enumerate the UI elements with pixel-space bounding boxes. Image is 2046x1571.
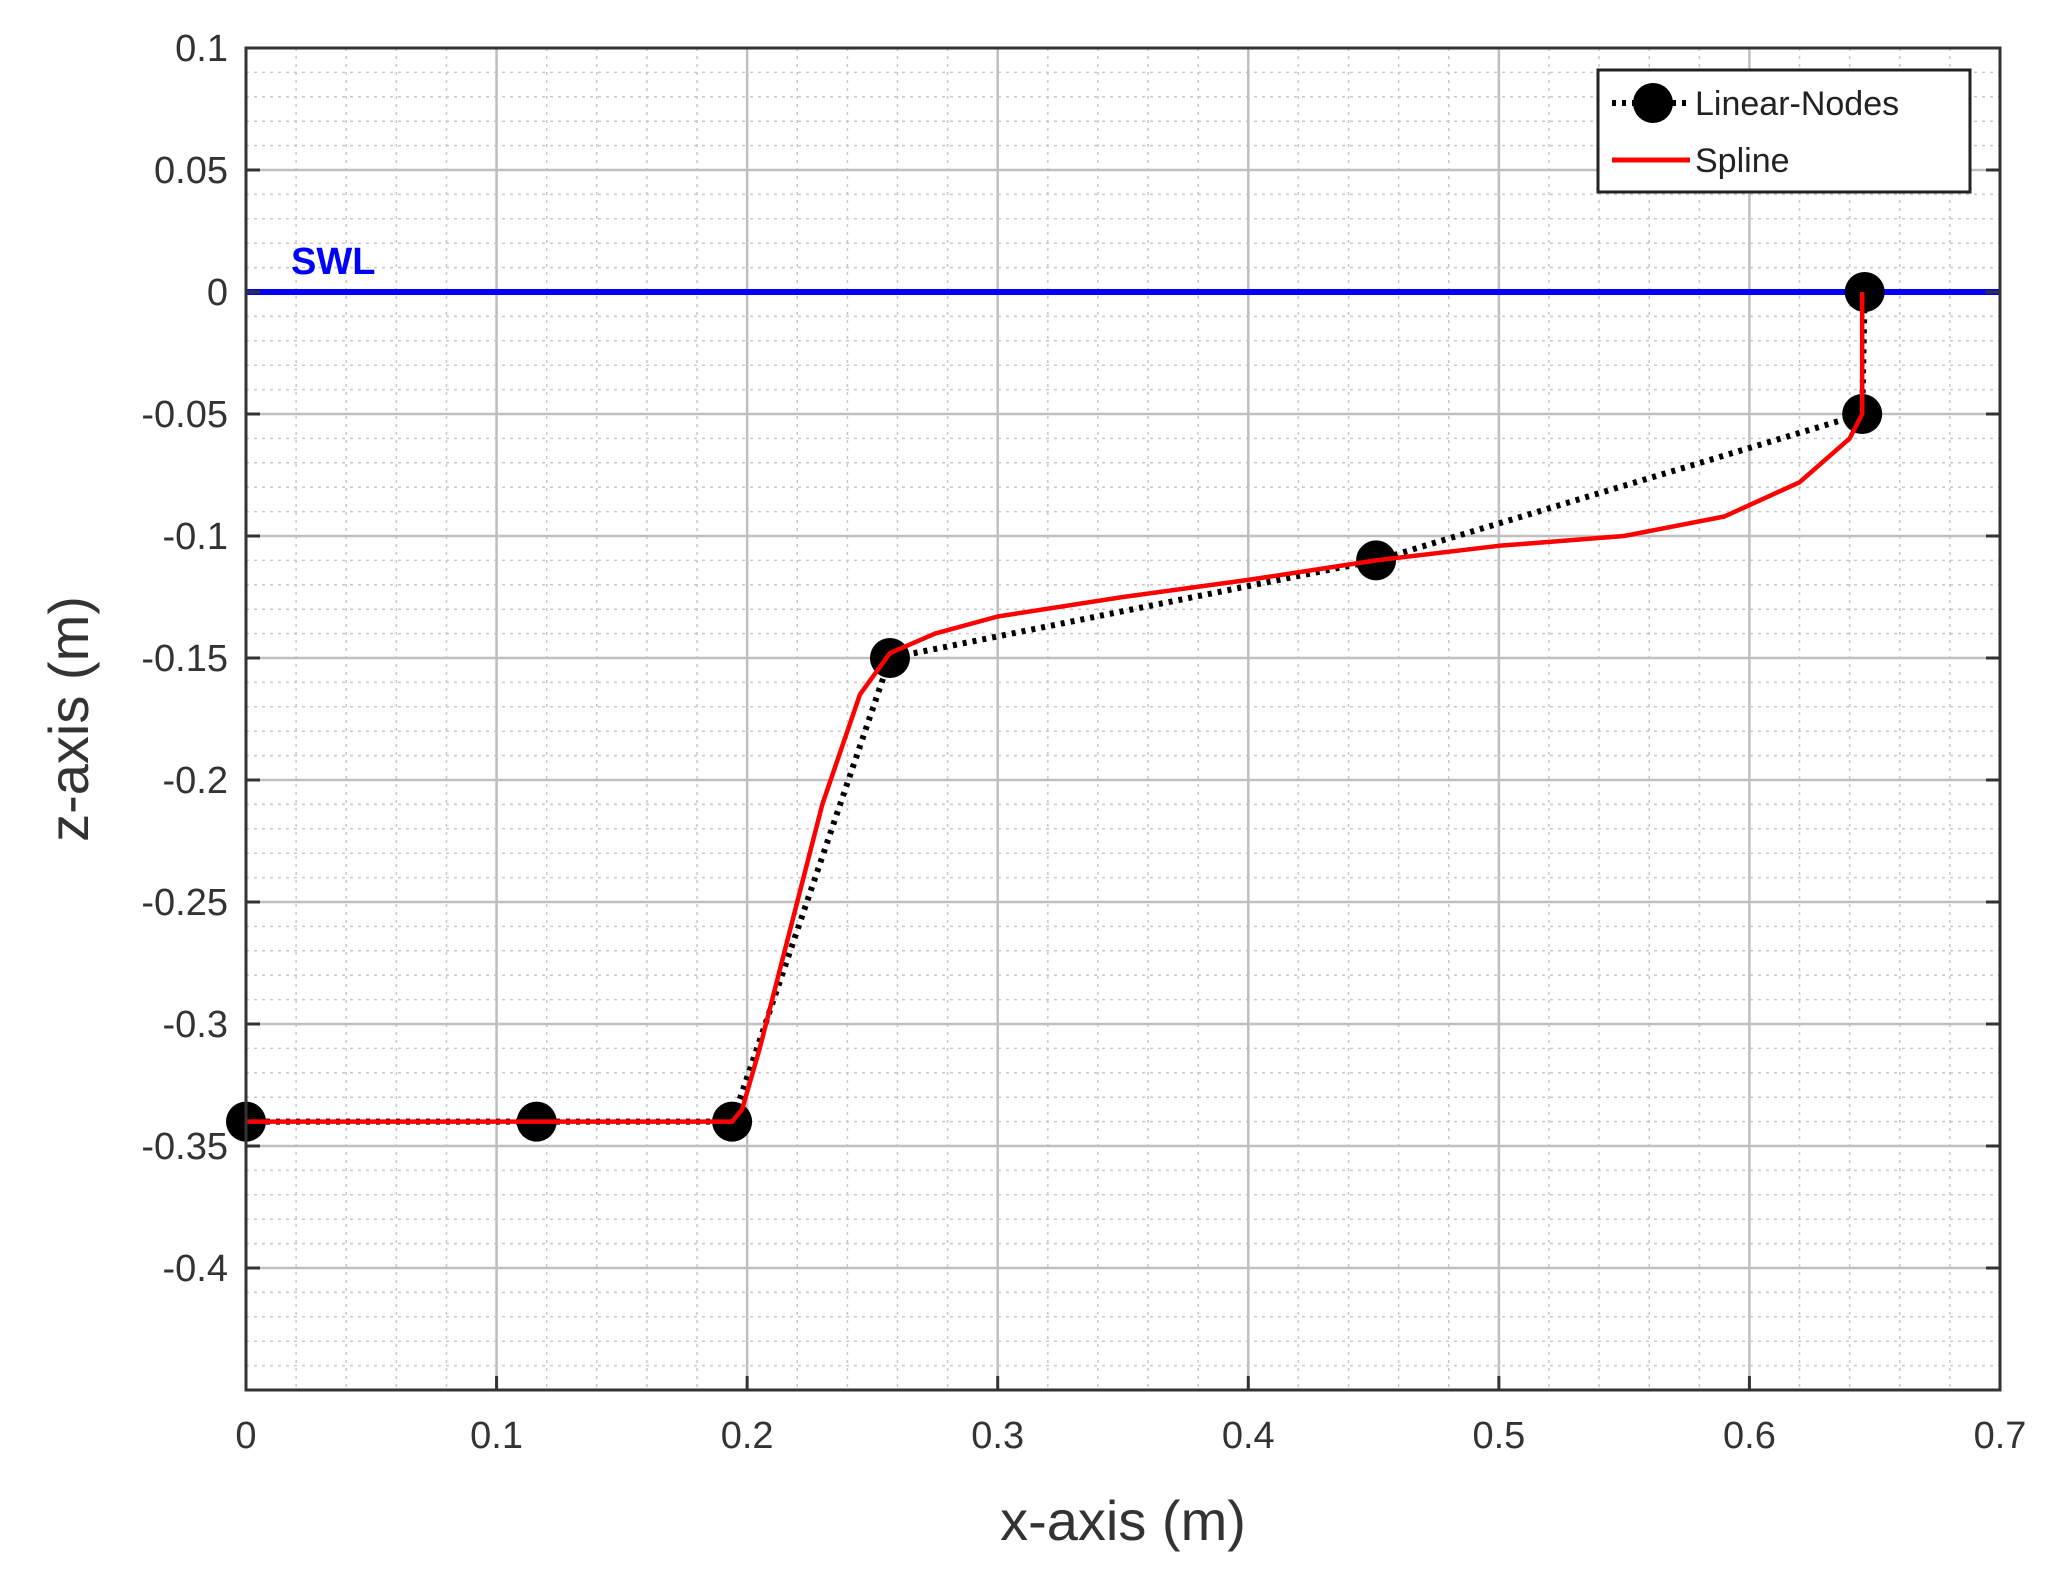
x-tick-label: 0.4 <box>1222 1415 1275 1457</box>
reference-lines: SWL <box>246 241 2000 295</box>
y-tick-label: -0.15 <box>141 638 228 680</box>
y-tick-label: -0.25 <box>141 882 228 924</box>
y-tick-label: -0.4 <box>163 1248 228 1290</box>
y-tick-label: -0.05 <box>141 394 228 436</box>
x-tick-label: 0.5 <box>1472 1415 1525 1457</box>
legend-label-spline: Spline <box>1695 142 1790 180</box>
x-tick-label: 0.1 <box>470 1415 523 1457</box>
x-tick-label: 0.2 <box>721 1415 774 1457</box>
y-tick-label: 0.05 <box>154 150 228 192</box>
y-axis-ticks: 0.1 0.05 0 -0.05 -0.1 -0.15 -0.2 -0.25 -0.3 -0.35… <box>141 28 2000 1290</box>
y-tick-label: -0.1 <box>163 516 228 558</box>
y-axis-title: z-axis (m) <box>37 596 100 842</box>
y-tick-label: -0.2 <box>163 760 228 802</box>
axes-frame <box>244 46 2002 1392</box>
x-axis-title: x-axis (m) <box>1000 1489 1246 1552</box>
y-tick-label: 0 <box>207 272 228 314</box>
data-point-linear-nodes <box>1844 272 1885 312</box>
x-axis-ticks: 0 0.1 0.2 0.3 0.4 0.5 0.6 0.7 <box>235 1376 2026 1457</box>
data-series <box>226 272 1885 1142</box>
x-tick-label: 0 <box>235 1415 256 1457</box>
legend-label-linear-nodes: Linear-Nodes <box>1695 85 1899 123</box>
plot-area <box>246 48 2000 1390</box>
y-tick-label: -0.3 <box>163 1004 228 1046</box>
x-tick-label: 0.3 <box>971 1415 1024 1457</box>
legend-marker-linear-nodes <box>1633 83 1673 123</box>
x-tick-label: 0.6 <box>1723 1415 1776 1457</box>
swl-label: SWL <box>291 241 375 283</box>
legend: Linear-Nodes Spline <box>1596 68 1972 194</box>
series-line-spline <box>246 292 1865 1124</box>
y-tick-label: 0.1 <box>175 28 228 70</box>
plot-frame <box>244 46 2002 1392</box>
x-tick-label: 0.7 <box>1974 1415 2027 1457</box>
y-tick-label: -0.35 <box>141 1126 228 1168</box>
